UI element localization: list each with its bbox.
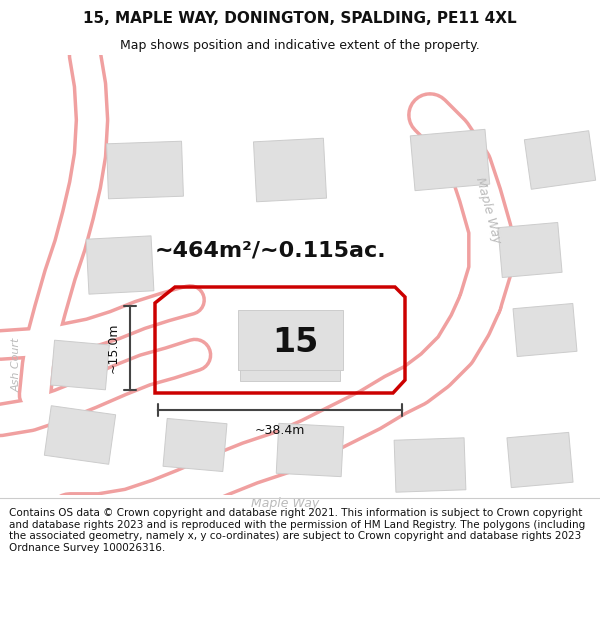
- Polygon shape: [498, 222, 562, 278]
- Polygon shape: [507, 432, 573, 488]
- Polygon shape: [86, 236, 154, 294]
- Polygon shape: [394, 438, 466, 493]
- Text: 15, MAPLE WAY, DONINGTON, SPALDING, PE11 4XL: 15, MAPLE WAY, DONINGTON, SPALDING, PE11…: [83, 11, 517, 26]
- Text: Map shows position and indicative extent of the property.: Map shows position and indicative extent…: [120, 39, 480, 51]
- Text: Maple Way: Maple Way: [251, 496, 319, 509]
- Polygon shape: [524, 131, 596, 189]
- Polygon shape: [513, 304, 577, 356]
- Polygon shape: [107, 141, 184, 199]
- Text: ~15.0m: ~15.0m: [107, 322, 120, 373]
- Polygon shape: [238, 310, 343, 370]
- Text: ~464m²/~0.115ac.: ~464m²/~0.115ac.: [154, 240, 386, 260]
- Text: Ash Court: Ash Court: [12, 338, 22, 392]
- Polygon shape: [240, 319, 340, 381]
- Polygon shape: [253, 138, 326, 202]
- Polygon shape: [276, 423, 344, 477]
- Text: Maple Way: Maple Way: [473, 176, 503, 244]
- Text: 15: 15: [272, 326, 318, 359]
- Text: ~38.4m: ~38.4m: [255, 424, 305, 437]
- Polygon shape: [44, 406, 116, 464]
- Polygon shape: [50, 340, 109, 390]
- Polygon shape: [163, 419, 227, 471]
- Polygon shape: [410, 129, 490, 191]
- Text: Contains OS data © Crown copyright and database right 2021. This information is : Contains OS data © Crown copyright and d…: [9, 508, 585, 552]
